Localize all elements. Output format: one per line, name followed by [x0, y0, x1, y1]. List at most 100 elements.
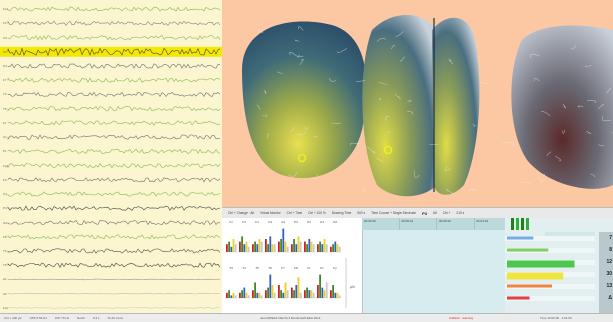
spectrum-bar: [336, 244, 339, 252]
time-table[interactable]: 00:00:40 00:00:41 00:00:43 01:01:16: [362, 218, 512, 230]
status-warning: Artifacts · warning: [449, 316, 474, 320]
channel-label: C4: [3, 192, 7, 197]
spectrum-channel-label: T6: [268, 266, 272, 270]
spectrum-bar: [239, 292, 241, 298]
info-item[interactable]: Ctrl + Time: [286, 211, 303, 215]
info-item[interactable]: 500 s: [357, 211, 366, 215]
info-item[interactable]: Alt: [432, 211, 437, 215]
eeg-trace-A2: [7, 292, 220, 295]
spectrum-channel-label: Cz: [229, 220, 233, 224]
eeg-trace-panel[interactable]: Fp1 F3 C3 P3 O1 F7 T3 T5 Fz Cz Pz Fp2 F4 C4 P4 O2 F8 T4 T6…: [0, 0, 223, 313]
eeg-trace-Cz: [7, 134, 221, 140]
spectrum-bar: [310, 241, 313, 252]
status-item[interactable]: Tk 20 mm/s: [107, 316, 124, 320]
eeg-trace-F7: [7, 77, 221, 83]
eeg-trace-F3: [7, 20, 221, 26]
spectrum-bar: [297, 277, 300, 298]
channel-label: Pz: [3, 149, 7, 154]
band-level-bar: [507, 296, 530, 300]
status-item[interactable]: HPF 0.53 Hz: [29, 316, 47, 320]
spectrum-bar: [265, 239, 267, 252]
eeg-trace-T6: [7, 262, 221, 268]
channel-label: F8: [3, 234, 7, 239]
band-lane: [505, 296, 595, 301]
spectrum-bar: [234, 295, 237, 298]
channel-flag[interactable]: [516, 218, 519, 230]
status-item[interactable]: 0.3 s: [92, 316, 100, 320]
spectrum-bar: [278, 241, 280, 252]
band-track: [545, 232, 595, 238]
spectrum-y-unit: µV²: [350, 285, 355, 289]
channel-flag[interactable]: [526, 218, 529, 230]
spectrum-bar: [282, 228, 285, 252]
band-power-panel[interactable]: 7 8 12 30 13 Δ: [505, 218, 613, 313]
spectrum-bar: [312, 244, 315, 252]
info-item[interactable]: Ctrl + 100 %: [308, 211, 326, 215]
band-scrollbar[interactable]: [599, 232, 613, 313]
channel-flag[interactable]: [521, 218, 524, 230]
spectrum-bar: [241, 290, 243, 298]
info-item[interactable]: Time Course + Single Electrode: [371, 211, 417, 215]
spectrum-bar: [260, 295, 263, 298]
spectrum-channel-label: P4: [307, 220, 311, 224]
channel-label: A1: [3, 277, 7, 282]
spectrum-bar: [258, 239, 261, 252]
spectrum-bar: [256, 244, 259, 252]
info-item[interactable]: Drawing Time: [331, 211, 352, 215]
band-level-bar: [507, 236, 534, 240]
status-item[interactable]: LPF 70 Hz: [54, 316, 70, 320]
spectrum-bar: [273, 292, 276, 298]
analysis-area: Cz F3 F4 C3 C4 P3 P4 O1 O2 T3 T4 T5 T6 F7 F8 Fz Pz Fp µV² …: [222, 218, 613, 313]
spectrum-bar: [226, 292, 228, 298]
band-power-chart: [505, 218, 613, 313]
spectrum-bar: [317, 244, 319, 252]
band-level-bar: [507, 272, 564, 280]
status-item[interactable]: Ctrl + 100 µV: [4, 316, 22, 320]
spectrum-channel-label: T4: [242, 266, 246, 270]
spectrum-bar: [325, 282, 328, 298]
spectrum-bar: [267, 287, 269, 298]
time-cell[interactable]: 00:00:40: [362, 218, 400, 230]
spectrum-bar: [228, 290, 230, 298]
spectrum-bar: [280, 239, 282, 252]
channel-label: T5: [3, 106, 7, 111]
band-lane: [505, 236, 595, 241]
channel-flag[interactable]: [511, 218, 514, 230]
spectrum-bar: [226, 244, 228, 252]
status-bar: Ctrl + 100 µV HPF 0.53 Hz LPF 70 Hz Notch 0.…: [0, 313, 613, 322]
spectrum-bar: [284, 282, 287, 298]
band-lane: [505, 248, 595, 253]
spectrum-bar: [317, 285, 319, 298]
info-item[interactable]: 210 s: [456, 211, 465, 215]
spectra-panel[interactable]: Cz F3 F4 C3 C4 P3 P4 O1 O2 T3 T4 T5 T6 F7 F8 Fz Pz Fp µV²: [222, 218, 363, 313]
eeg-trace-P4: [7, 205, 221, 211]
spectrum-channel-label: Pz: [320, 266, 324, 270]
time-cell[interactable]: 00:00:41: [400, 218, 437, 230]
spectrum-bar: [254, 282, 256, 298]
eeg-trace-Fpz: [7, 307, 221, 309]
spectrum-bar: [278, 285, 280, 298]
spectrum-bar: [271, 285, 274, 298]
spectrum-channel-label: F4: [255, 220, 259, 224]
spectrum-bar: [325, 244, 328, 252]
brain-map-panel[interactable]: [222, 0, 613, 207]
electrode-marker[interactable]: [383, 145, 393, 155]
time-cell[interactable]: 00:00:43: [437, 218, 475, 230]
channel-label: T3: [3, 92, 7, 97]
brain-topography: [242, 15, 613, 197]
spectrum-bar: [330, 246, 332, 252]
channel-label: F3: [3, 21, 7, 26]
eeg-trace-O2: [7, 219, 221, 226]
info-item[interactable]: Ctrl + Change · Alt: [228, 211, 255, 215]
eeg-trace-T3: [7, 91, 221, 98]
electrode-marker[interactable]: [297, 153, 307, 163]
spectrum-bar: [256, 292, 259, 298]
status-item[interactable]: Notch: [77, 316, 85, 320]
eeg-trace-T4: [7, 248, 221, 254]
info-item[interactable]: Ctrl +: [442, 211, 451, 215]
channel-label: P3: [3, 49, 7, 54]
spectrum-bar: [258, 292, 261, 298]
spectrum-bar: [232, 292, 235, 298]
info-item[interactable]: Virtual Monitor: [260, 211, 281, 215]
spectrum-channel-label: O2: [333, 220, 337, 224]
